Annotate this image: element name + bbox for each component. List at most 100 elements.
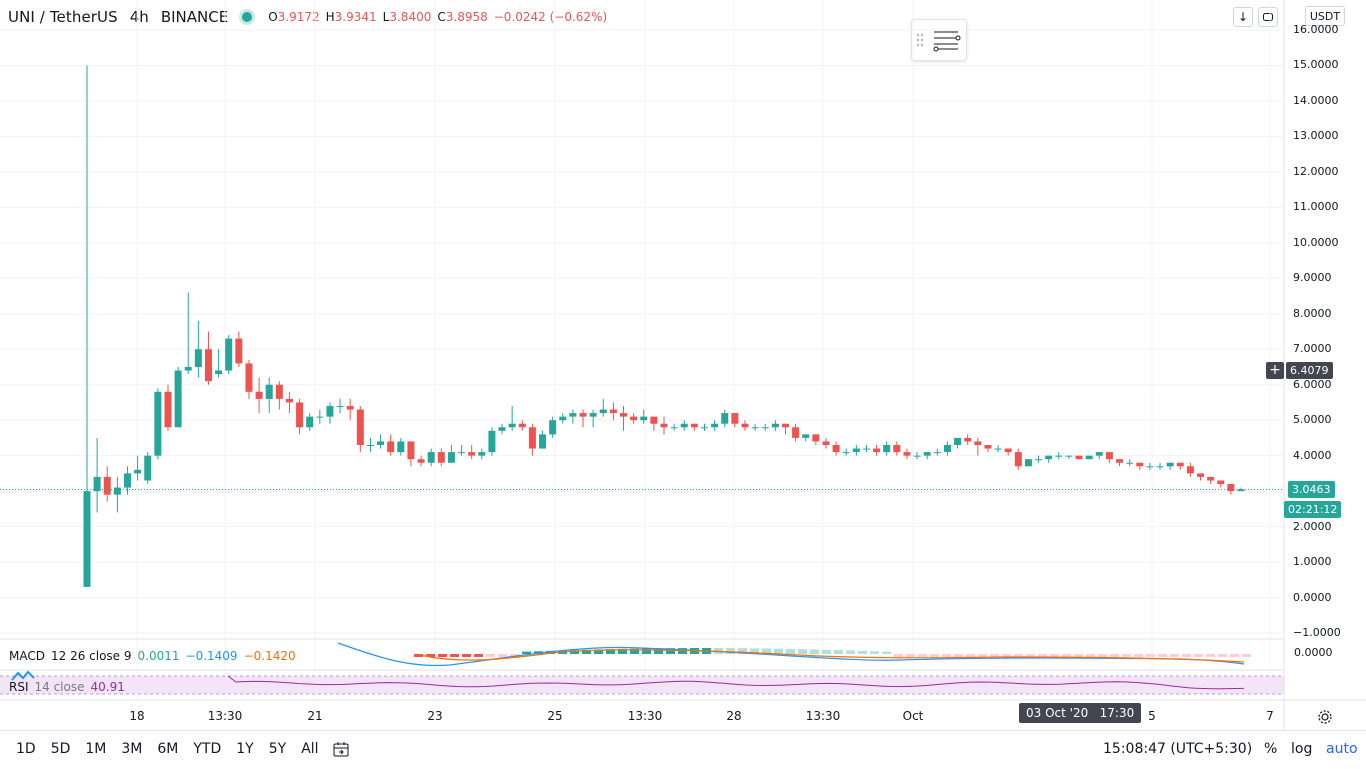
time-tick-label: 13:30 [627, 709, 663, 723]
crosshair-price-group: + 6.4079 [1266, 362, 1333, 379]
macd-histogram-bar [906, 654, 915, 657]
macd-histogram-bar [450, 654, 459, 657]
macd-histogram-bar [978, 654, 987, 657]
candle-body [751, 427, 759, 429]
interval-label[interactable]: 4h [129, 8, 149, 26]
candle-body [1146, 466, 1154, 468]
price-tick-label: 10.0000 [1293, 235, 1339, 249]
range-button-all[interactable]: All [301, 741, 319, 757]
price-tick-label: 7.0000 [1293, 342, 1332, 356]
candle-body [123, 473, 131, 488]
candle-body [346, 405, 354, 410]
macd-histogram-bar [486, 654, 495, 657]
price-tick-label: 2.0000 [1293, 519, 1332, 533]
price-tick-label: 16.0000 [1293, 23, 1339, 36]
candle-body [265, 384, 273, 399]
range-button-ytd[interactable]: YTD [193, 741, 222, 757]
macd-histogram-bar [1002, 654, 1011, 657]
close-key: C [437, 10, 446, 24]
range-button-3m[interactable]: 3M [121, 741, 143, 757]
candle-body [1085, 455, 1093, 460]
crosshair-plus-icon[interactable]: + [1266, 362, 1284, 379]
rsi-name[interactable]: RSI [9, 680, 29, 694]
candle-body [660, 423, 668, 428]
candle-body [680, 423, 688, 428]
range-button-1d[interactable]: 1D [16, 741, 36, 757]
candle-body [235, 338, 243, 364]
candle-body [559, 416, 567, 421]
price-tick-label: 1.0000 [1293, 555, 1332, 569]
currency-button[interactable]: USDT [1305, 6, 1345, 26]
time-tick-label: 25 [547, 709, 563, 723]
macd-axis-value: 0.0000 [1294, 646, 1333, 659]
change-value: −0.0242 (−0.62%) [493, 10, 608, 24]
range-button-5d[interactable]: 5D [50, 741, 71, 757]
candle-body [225, 338, 233, 371]
macd-histogram-bar [810, 649, 819, 654]
tradingview-logo-icon [10, 668, 38, 688]
time-tick-label: 13:30 [207, 709, 243, 723]
exchange-label: BINANCE [160, 8, 229, 26]
candle-body [356, 409, 364, 446]
candle-body [447, 452, 455, 463]
low-value: 3.8400 [389, 10, 432, 24]
macd-histogram-bar [750, 648, 759, 654]
macd-signal-value: −0.1420 [243, 649, 296, 663]
log-toggle[interactable]: log [1291, 741, 1313, 757]
floating-toolbar[interactable] [911, 19, 967, 61]
macd-histogram-bar [678, 648, 687, 654]
candle-body [1136, 462, 1144, 467]
candle-body [792, 427, 800, 438]
macd-histogram-bar [954, 654, 963, 657]
macd-histogram-bar [1050, 654, 1059, 657]
candle-body [518, 423, 526, 428]
range-button-5y[interactable]: 5Y [268, 741, 287, 757]
range-button-1m[interactable]: 1M [85, 741, 107, 757]
clock-timezone[interactable]: 15:08:47 (UTC+5:30) [1103, 741, 1253, 757]
download-arrow-icon[interactable]: ↓ [1233, 7, 1253, 27]
time-tick-label: 5 [1148, 709, 1156, 723]
countdown-label: 02:21:12 [1284, 501, 1342, 518]
object-tree-icon[interactable] [912, 20, 966, 60]
macd-histogram-bar [786, 648, 795, 654]
candle-body [417, 459, 425, 463]
candle-body [458, 452, 466, 454]
macd-histogram-bar [606, 649, 615, 654]
candle-body [478, 452, 486, 456]
candle-body [609, 409, 617, 414]
macd-name[interactable]: MACD [9, 649, 45, 663]
candle-body [670, 427, 678, 429]
macd-histogram-bar [846, 650, 855, 654]
candle-body [285, 398, 293, 403]
candle-body [164, 391, 172, 428]
range-button-6m[interactable]: 6M [157, 741, 179, 757]
fullscreen-icon[interactable] [1258, 7, 1278, 27]
macd-histogram-bar [438, 654, 447, 657]
macd-histogram-bar [1146, 654, 1155, 657]
macd-histogram-bar [630, 648, 639, 654]
candle-body [1075, 455, 1083, 460]
candle-body [812, 434, 820, 442]
open-value: 3.9172 [277, 10, 320, 24]
candle-body [437, 452, 445, 463]
macd-histogram-bar [498, 654, 507, 657]
candle-body [1105, 452, 1113, 460]
goto-date-icon[interactable] [332, 740, 350, 762]
candle-body [215, 370, 223, 375]
settings-gear-icon[interactable] [1316, 708, 1334, 730]
candle-body [903, 452, 911, 456]
range-button-1y[interactable]: 1Y [236, 741, 254, 757]
symbol-title[interactable]: UNI / TetherUS [8, 8, 118, 26]
price-tick-label: 15.0000 [1293, 58, 1339, 72]
price-tick-label: 12.0000 [1293, 164, 1339, 178]
auto-toggle[interactable]: auto [1326, 741, 1358, 757]
price-chart[interactable] [0, 0, 1366, 730]
percent-toggle[interactable]: % [1264, 741, 1278, 757]
macd-histogram-bar [1206, 654, 1215, 657]
macd-histogram-bar [426, 654, 435, 657]
candle-body [974, 441, 982, 446]
macd-histogram-bar [918, 654, 927, 657]
time-tick-label: 21 [307, 709, 323, 723]
macd-histogram-bar [894, 654, 903, 657]
rsi-legend: RSI 14 close 40.91 [9, 680, 125, 694]
